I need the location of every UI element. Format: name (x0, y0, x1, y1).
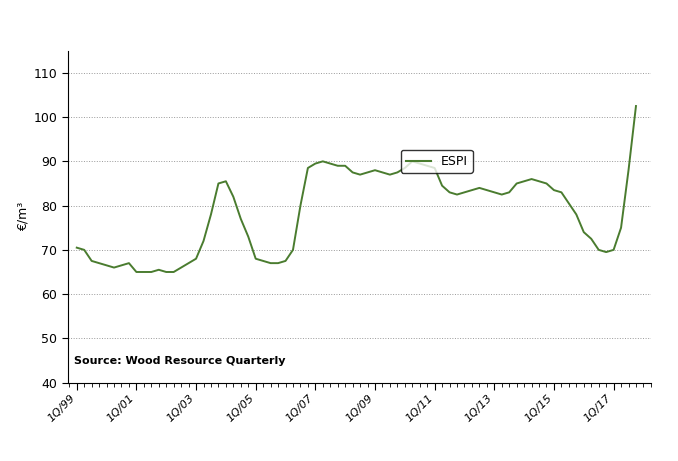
Text: Source: Wood Resource Quarterly: Source: Wood Resource Quarterly (74, 356, 285, 366)
Y-axis label: €/m³: €/m³ (16, 202, 29, 231)
Legend: ESPI: ESPI (401, 150, 473, 173)
Text: European Sawlog Price Index (ESPI): European Sawlog Price Index (ESPI) (155, 12, 523, 30)
